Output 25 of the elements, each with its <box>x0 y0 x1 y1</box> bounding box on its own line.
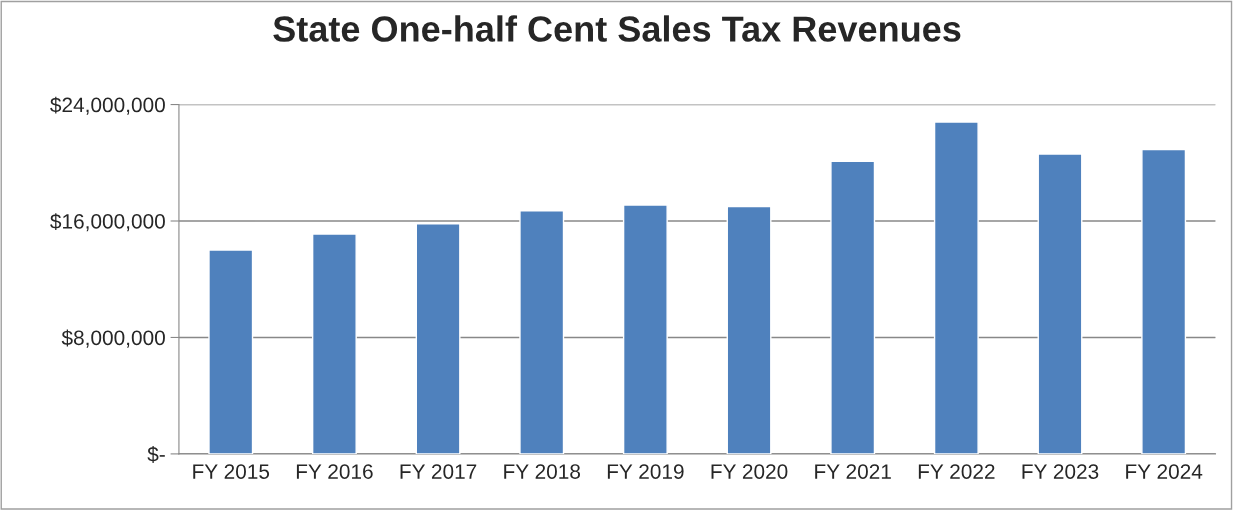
x-tick-label: FY 2024 <box>1126 464 1203 479</box>
x-tick-label: FY 2017 <box>400 464 477 479</box>
x-tick-label: FY 2016 <box>296 464 373 479</box>
x-tick-label: FY 2018 <box>504 464 581 479</box>
bar <box>415 223 461 454</box>
x-tick-label: FY 2020 <box>711 464 788 479</box>
bar <box>622 204 668 454</box>
bar <box>726 205 772 454</box>
bar <box>208 249 254 454</box>
bar <box>1037 153 1083 454</box>
x-tick-label: FY 2015 <box>193 464 270 479</box>
y-tick-label: $- <box>147 446 165 463</box>
y-tick-label: $24,000,000 <box>50 96 165 115</box>
chart-title: State One-half Cent Sales Tax Revenues <box>273 15 961 42</box>
y-tick-label: $16,000,000 <box>50 213 165 232</box>
x-tick-label: FY 2019 <box>607 464 684 479</box>
bar <box>519 210 565 454</box>
bar <box>311 233 357 454</box>
x-tick-label: FY 2022 <box>918 464 995 479</box>
bar <box>830 160 876 454</box>
x-tick-label: FY 2021 <box>815 464 891 479</box>
x-tick-label: FY 2023 <box>1022 464 1099 479</box>
y-tick-label: $8,000,000 <box>61 329 165 348</box>
bar <box>1141 148 1187 454</box>
bar <box>933 121 979 454</box>
